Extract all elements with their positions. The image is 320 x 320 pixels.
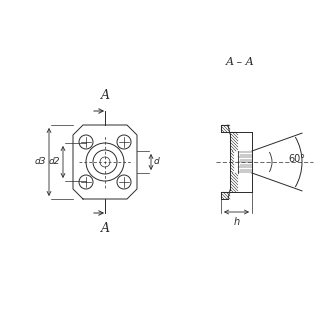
Text: 60°: 60° — [288, 154, 305, 164]
Text: A: A — [100, 222, 109, 235]
Text: d3: d3 — [35, 157, 46, 166]
Text: A: A — [100, 89, 109, 102]
Text: d: d — [154, 157, 160, 166]
Text: h: h — [233, 217, 240, 227]
Text: A – A: A – A — [226, 57, 254, 67]
Text: d2: d2 — [49, 157, 60, 166]
